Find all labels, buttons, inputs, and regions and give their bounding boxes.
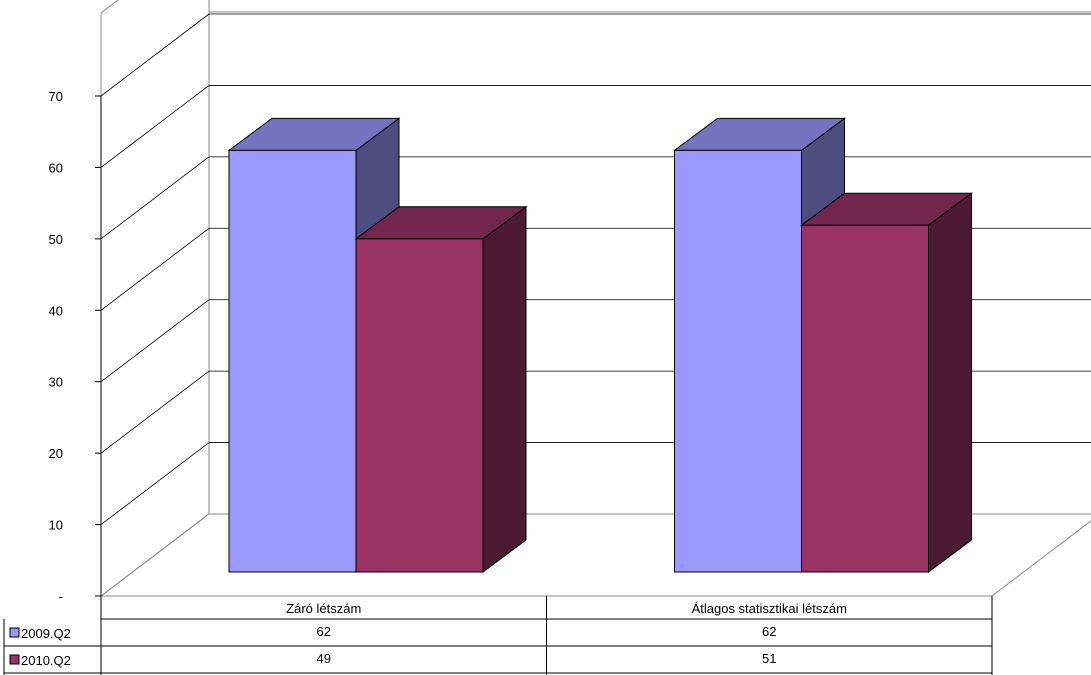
x-category-label: Átlagos statisztikai létszám: [692, 601, 847, 616]
x-category-label: Záró létszám: [286, 601, 361, 616]
bar-front: [801, 224, 929, 573]
y-axis: - 10 20 30 40 50 60 70: [49, 89, 102, 604]
table-value: 49: [317, 651, 331, 666]
legend-swatch: [9, 627, 20, 638]
legend-label: 2010.Q2: [21, 653, 71, 668]
legend-label: 2009.Q2: [21, 626, 71, 641]
y-tick-label: 60: [49, 160, 63, 175]
bars: [227, 117, 974, 573]
gridline-left: [100, 85, 210, 168]
gridline-left: [100, 13, 210, 97]
gridline-left: [100, 370, 210, 454]
y-tick-label: -: [59, 589, 63, 604]
bar-2010.Q2-Átlagos statisztikai létszám: [799, 192, 974, 573]
floor-right: [991, 520, 1091, 597]
table-value: 51: [762, 651, 776, 666]
y-tick-label: 20: [49, 446, 63, 461]
gridline-left: [100, 227, 210, 311]
bar-2010.Q2-Záró létszám: [354, 205, 528, 573]
gridline-left: [100, 299, 210, 383]
legend-swatch: [9, 654, 20, 665]
bar-front: [674, 149, 802, 573]
y-tick-label: 10: [49, 518, 63, 533]
table-value: 62: [317, 624, 331, 639]
table-value: 62: [762, 624, 776, 639]
bar-front: [228, 149, 357, 573]
y-tick-label: 70: [49, 89, 63, 104]
y-tick-label: 30: [49, 375, 63, 390]
bar-side: [482, 205, 527, 573]
bar-front: [355, 238, 484, 573]
gridline-left: [100, 442, 210, 525]
y-tick-label: 40: [49, 303, 63, 318]
gridline-left: [100, 156, 210, 240]
data-table: Záró létszám Átlagos statisztikai létszám…: [3, 596, 993, 675]
y-tick-label: 50: [49, 232, 63, 247]
bar-side: [928, 192, 972, 573]
